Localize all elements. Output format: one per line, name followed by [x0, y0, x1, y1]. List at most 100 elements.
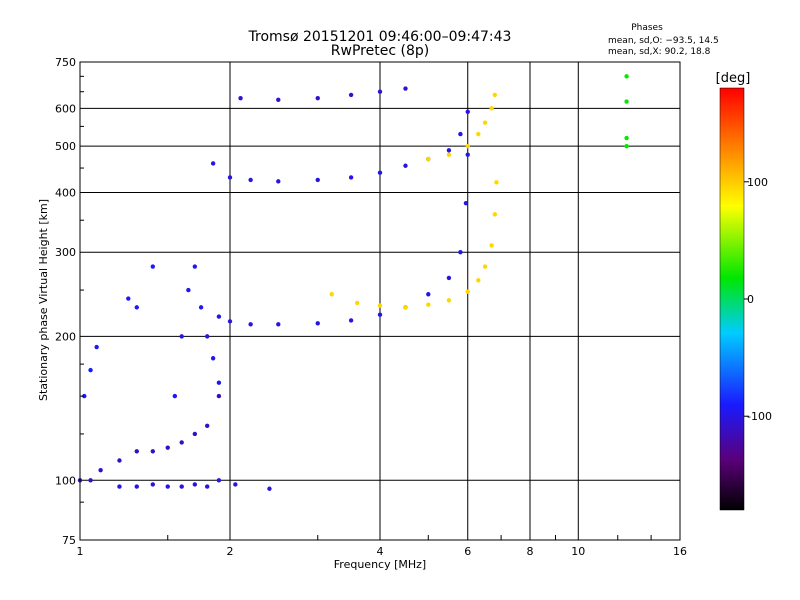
x-tick-label: 6 [464, 545, 471, 558]
data-point [216, 478, 222, 483]
data-point [186, 287, 191, 293]
x-tick-label: 2 [227, 545, 234, 558]
data-point [624, 99, 629, 104]
y-axis-label: Stationary phase Virtual Height [km] [37, 199, 50, 401]
data-point [198, 305, 204, 310]
data-point [165, 445, 170, 450]
data-point [348, 175, 354, 180]
data-point [248, 322, 253, 327]
data-point [446, 152, 452, 157]
data-point [492, 92, 498, 98]
y-tick-label: 400 [55, 186, 76, 199]
data-point [88, 367, 93, 373]
data-point [126, 296, 131, 301]
stats-line-o: mean, sd,O: −93.5, 14.5 [608, 36, 719, 46]
data-point [482, 120, 488, 125]
data-point [482, 264, 488, 269]
data-point [624, 74, 629, 79]
x-tick-label: 1 [77, 545, 84, 558]
y-tick-label: 300 [55, 246, 76, 259]
colorbar-tick-label: 0 [747, 293, 754, 306]
data-point [315, 177, 320, 183]
colorbar-tick-label: 100 [747, 176, 768, 189]
colorbar [719, 87, 745, 511]
data-point [476, 278, 481, 283]
data-point [463, 200, 469, 206]
data-point [377, 170, 383, 175]
data-point [489, 243, 494, 248]
colorbar-ticks: 100 0 -100 [744, 176, 772, 423]
data-point [165, 484, 170, 489]
data-point [315, 321, 320, 326]
x-axis-ticks: 1 2 4 6 8 10 16 [77, 535, 687, 558]
data-point [403, 163, 408, 168]
data-point [238, 95, 243, 101]
data-point [134, 305, 139, 310]
data-point [98, 467, 103, 473]
x-axis-label: Frequency [MHz] [334, 558, 426, 571]
data-point [117, 458, 122, 463]
data-point [88, 478, 93, 483]
data-point [458, 250, 463, 255]
x-tick-label: 8 [527, 545, 534, 558]
data-point [210, 356, 216, 361]
data-point [276, 97, 281, 103]
data-point [426, 292, 431, 297]
data-point [94, 344, 99, 350]
data-point [134, 484, 139, 489]
colorbar-label: [deg] [716, 71, 751, 86]
data-point [204, 484, 210, 489]
data-point [446, 298, 452, 303]
data-point [426, 156, 431, 162]
x-tick-label: 10 [571, 545, 585, 558]
colorbar-tick-label: -100 [747, 410, 772, 423]
data-point [624, 135, 629, 141]
data-point [403, 86, 408, 91]
x-tick-label: 16 [673, 545, 687, 558]
data-point [458, 131, 463, 137]
data-point [267, 486, 272, 491]
data-point [216, 393, 222, 399]
chart-title-line2: RwPretec (8p) [331, 43, 429, 59]
data-point [192, 431, 198, 437]
data-point [624, 143, 629, 149]
data-point [248, 177, 253, 183]
data-point [172, 393, 178, 399]
y-tick-label: 200 [55, 330, 76, 343]
data-point [216, 380, 222, 385]
stats-line-x: mean, sd,X: 90.2, 18.8 [608, 47, 711, 57]
data-point [476, 131, 481, 137]
data-point [492, 212, 498, 217]
data-point [348, 318, 354, 323]
data-point [204, 334, 210, 339]
data-point [354, 300, 360, 306]
data-point [227, 319, 233, 324]
data-point [426, 302, 431, 307]
data-points [77, 74, 629, 491]
data-point [329, 292, 334, 297]
y-tick-label: 750 [55, 56, 76, 69]
data-point [227, 175, 233, 180]
data-point [489, 106, 494, 111]
data-point [348, 92, 354, 98]
data-point [446, 148, 452, 153]
data-point [465, 143, 470, 149]
data-point [192, 264, 198, 269]
data-point [117, 484, 122, 489]
stats-heading: Phases [631, 23, 663, 33]
data-point [179, 440, 184, 445]
gridlines [80, 62, 680, 540]
data-point [465, 289, 470, 294]
data-point [465, 152, 470, 157]
data-point [134, 449, 139, 454]
data-point [179, 484, 184, 489]
y-axis-ticks: 75 100 200 300 400 500 600 750 [55, 56, 84, 547]
data-point [377, 303, 383, 308]
x-tick-label: 4 [377, 545, 384, 558]
data-point [210, 161, 216, 166]
data-point [216, 314, 222, 319]
data-point [150, 449, 156, 454]
data-point [315, 95, 320, 101]
data-point [403, 305, 408, 310]
